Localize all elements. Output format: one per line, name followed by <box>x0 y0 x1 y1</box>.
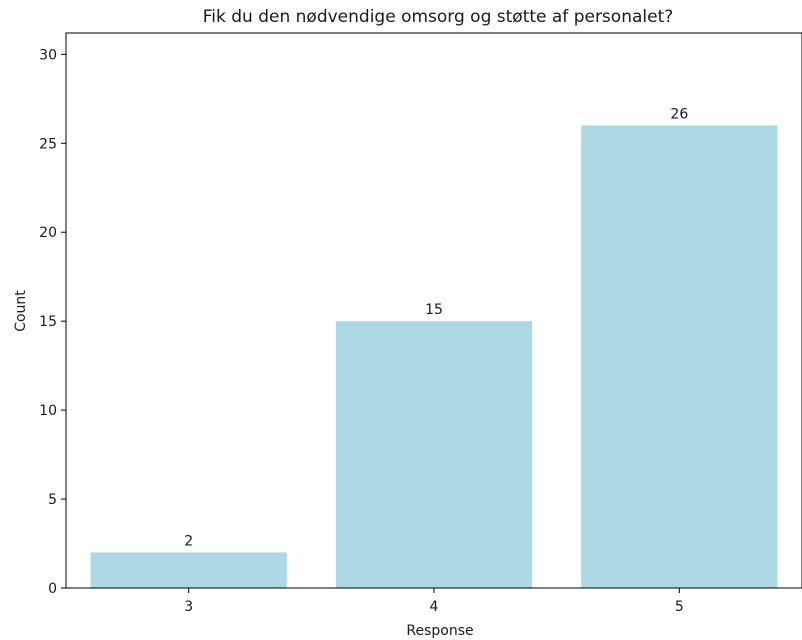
data-label-5: 26 <box>670 107 688 123</box>
x-axis-ticks: 3 4 5 <box>184 588 684 615</box>
bar-3 <box>90 552 287 588</box>
y-tick-label-10: 10 <box>39 403 57 419</box>
x-tick-label-4: 4 <box>430 599 439 615</box>
bar-4 <box>335 321 533 588</box>
y-tick-label-30: 30 <box>39 47 57 63</box>
y-tick-label-20: 20 <box>39 225 57 241</box>
y-axis-label: Count <box>13 290 29 332</box>
x-tick-label-5: 5 <box>675 599 684 615</box>
y-tick-label-25: 25 <box>39 136 57 152</box>
y-tick-label-0: 0 <box>48 581 57 597</box>
bars-group: 2 15 26 <box>90 107 778 588</box>
y-tick-label-15: 15 <box>39 314 57 330</box>
bar-5 <box>581 125 778 588</box>
chart-title: Fik du den nødvendige omsorg og støtte a… <box>203 7 674 27</box>
data-label-3: 2 <box>184 533 193 549</box>
x-tick-label-3: 3 <box>184 599 193 615</box>
x-axis-label: Response <box>406 623 473 639</box>
y-axis-ticks: 0 5 10 15 20 25 30 <box>39 47 66 597</box>
plot-frame <box>65 32 802 589</box>
data-label-4: 15 <box>425 302 443 318</box>
y-tick-label-5: 5 <box>48 492 57 508</box>
